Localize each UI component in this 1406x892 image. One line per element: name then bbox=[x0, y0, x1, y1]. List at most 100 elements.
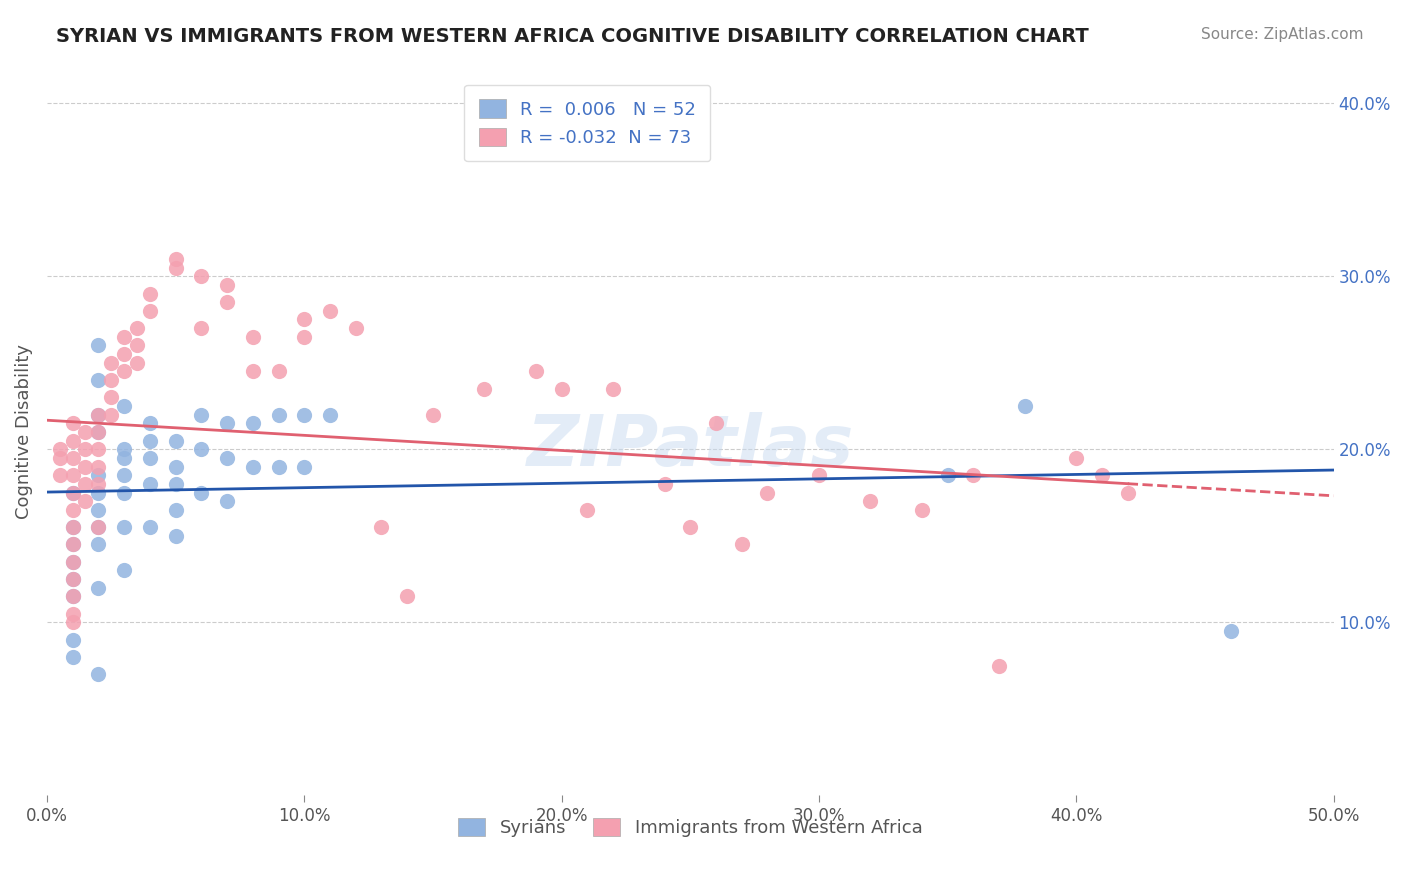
Point bbox=[62, 632, 84, 647]
Point bbox=[139, 417, 162, 431]
Point bbox=[87, 476, 110, 491]
Point bbox=[75, 425, 97, 439]
Point bbox=[139, 286, 162, 301]
Point bbox=[62, 503, 84, 517]
Point bbox=[112, 450, 135, 465]
Point bbox=[87, 373, 110, 387]
Point bbox=[215, 277, 238, 292]
Point bbox=[165, 434, 187, 448]
Point bbox=[139, 476, 162, 491]
Point bbox=[190, 321, 212, 335]
Point bbox=[344, 321, 367, 335]
Point bbox=[62, 649, 84, 664]
Point bbox=[87, 468, 110, 483]
Point bbox=[1091, 468, 1114, 483]
Point bbox=[62, 615, 84, 630]
Text: SYRIAN VS IMMIGRANTS FROM WESTERN AFRICA COGNITIVE DISABILITY CORRELATION CHART: SYRIAN VS IMMIGRANTS FROM WESTERN AFRICA… bbox=[56, 27, 1090, 45]
Point bbox=[87, 503, 110, 517]
Point bbox=[75, 442, 97, 457]
Point bbox=[1064, 450, 1087, 465]
Point bbox=[859, 494, 882, 508]
Point bbox=[962, 468, 984, 483]
Point bbox=[62, 590, 84, 604]
Point bbox=[704, 417, 727, 431]
Point bbox=[139, 303, 162, 318]
Point bbox=[112, 442, 135, 457]
Point bbox=[87, 408, 110, 422]
Point bbox=[422, 408, 444, 422]
Point bbox=[370, 520, 392, 534]
Point bbox=[1219, 624, 1241, 638]
Point bbox=[62, 590, 84, 604]
Point bbox=[87, 581, 110, 595]
Text: ZIPatlas: ZIPatlas bbox=[527, 412, 853, 481]
Point bbox=[292, 459, 315, 474]
Point bbox=[62, 520, 84, 534]
Point bbox=[75, 476, 97, 491]
Point bbox=[62, 450, 84, 465]
Text: Source: ZipAtlas.com: Source: ZipAtlas.com bbox=[1201, 27, 1364, 42]
Point bbox=[267, 408, 290, 422]
Point bbox=[125, 356, 148, 370]
Point bbox=[190, 269, 212, 284]
Point bbox=[100, 373, 122, 387]
Point bbox=[524, 364, 547, 378]
Point bbox=[62, 434, 84, 448]
Point bbox=[474, 382, 496, 396]
Point bbox=[215, 295, 238, 310]
Point bbox=[988, 658, 1011, 673]
Point bbox=[165, 260, 187, 275]
Point bbox=[550, 382, 572, 396]
Point bbox=[112, 468, 135, 483]
Point bbox=[87, 425, 110, 439]
Point bbox=[62, 555, 84, 569]
Point bbox=[62, 537, 84, 551]
Point bbox=[292, 312, 315, 326]
Point bbox=[190, 485, 212, 500]
Point bbox=[49, 468, 72, 483]
Point bbox=[62, 417, 84, 431]
Point bbox=[215, 494, 238, 508]
Point bbox=[112, 485, 135, 500]
Point bbox=[242, 330, 264, 344]
Point bbox=[242, 364, 264, 378]
Point bbox=[100, 356, 122, 370]
Point bbox=[62, 468, 84, 483]
Point bbox=[242, 417, 264, 431]
Point bbox=[49, 450, 72, 465]
Point bbox=[87, 485, 110, 500]
Point bbox=[87, 442, 110, 457]
Point bbox=[319, 408, 342, 422]
Point bbox=[576, 503, 599, 517]
Point bbox=[139, 520, 162, 534]
Point bbox=[87, 459, 110, 474]
Point bbox=[190, 442, 212, 457]
Point bbox=[807, 468, 830, 483]
Point bbox=[100, 390, 122, 404]
Point bbox=[139, 450, 162, 465]
Point bbox=[125, 321, 148, 335]
Point bbox=[731, 537, 754, 551]
Point bbox=[112, 364, 135, 378]
Point bbox=[267, 364, 290, 378]
Point bbox=[139, 434, 162, 448]
Point bbox=[165, 252, 187, 266]
Point bbox=[911, 503, 934, 517]
Point bbox=[62, 485, 84, 500]
Point bbox=[112, 563, 135, 577]
Point bbox=[936, 468, 959, 483]
Point bbox=[165, 529, 187, 543]
Point bbox=[1116, 485, 1139, 500]
Point bbox=[756, 485, 779, 500]
Point bbox=[62, 537, 84, 551]
Point bbox=[602, 382, 624, 396]
Legend: Syrians, Immigrants from Western Africa: Syrians, Immigrants from Western Africa bbox=[451, 811, 929, 845]
Point bbox=[87, 425, 110, 439]
Point bbox=[75, 494, 97, 508]
Point bbox=[242, 459, 264, 474]
Point bbox=[87, 667, 110, 681]
Point bbox=[112, 520, 135, 534]
Point bbox=[62, 572, 84, 586]
Point bbox=[190, 408, 212, 422]
Point bbox=[396, 590, 419, 604]
